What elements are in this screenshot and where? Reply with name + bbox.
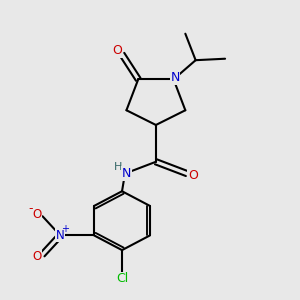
Text: H: H [114, 162, 123, 172]
Text: -: - [28, 202, 32, 215]
Text: N: N [56, 229, 64, 242]
Text: Cl: Cl [116, 272, 128, 285]
Text: N: N [122, 167, 131, 180]
Text: O: O [33, 208, 42, 221]
Text: N: N [170, 71, 180, 84]
Text: O: O [33, 250, 42, 262]
Text: O: O [113, 44, 122, 57]
Text: O: O [188, 169, 198, 182]
Text: +: + [61, 224, 70, 234]
